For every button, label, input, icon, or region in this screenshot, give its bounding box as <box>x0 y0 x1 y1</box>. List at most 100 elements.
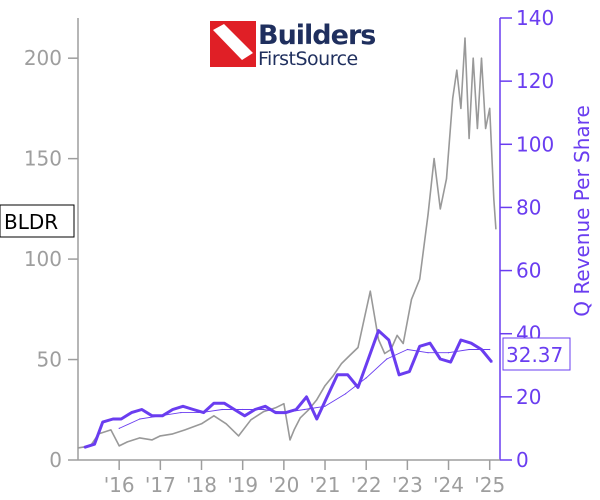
price-point <box>468 137 470 140</box>
price-point <box>275 407 277 409</box>
x-tick-label: '19 <box>227 473 258 497</box>
right-tick-label: 140 <box>516 6 554 30</box>
revenue-trend-point <box>324 405 326 407</box>
revenue-point <box>172 408 174 411</box>
price-point <box>289 439 291 441</box>
price-point <box>172 433 174 435</box>
revenue-point <box>151 415 153 417</box>
price-point <box>472 57 474 59</box>
price-point <box>159 435 161 437</box>
revenue-trend-point <box>406 348 408 351</box>
x-tick-label: '24 <box>433 473 464 497</box>
price-point <box>357 346 359 349</box>
price-point <box>200 423 203 425</box>
revenue-point <box>192 408 194 411</box>
price-point <box>262 411 264 413</box>
price-point <box>324 385 326 387</box>
price-point <box>439 208 441 210</box>
price-point <box>308 409 310 411</box>
price-point <box>293 429 295 431</box>
logo-line1: Builders <box>258 20 375 51</box>
revenue-point <box>112 418 114 420</box>
revenue-trend-point <box>468 348 470 351</box>
revenue-point <box>408 371 410 373</box>
right-tick-label: 0 <box>516 448 529 472</box>
price-point <box>456 69 458 71</box>
price-point <box>213 415 215 417</box>
price-point <box>369 290 371 292</box>
revenue-point <box>398 374 400 376</box>
revenue-point <box>141 408 143 411</box>
price-point <box>118 445 120 447</box>
price-point <box>283 403 285 405</box>
price-point <box>139 437 141 439</box>
left-tick-label: 150 <box>24 147 62 171</box>
price-point <box>332 375 334 377</box>
price-point <box>238 435 240 437</box>
revenue-point <box>450 361 452 363</box>
ticker-box-frame <box>0 204 75 238</box>
revenue-point <box>347 374 349 376</box>
revenue-point <box>264 405 266 407</box>
right-tick-label: 100 <box>516 132 554 156</box>
revenue-point <box>102 421 104 423</box>
revenue-point <box>93 443 96 445</box>
price-point <box>110 429 112 431</box>
price-point <box>126 441 128 443</box>
revenue-point <box>357 386 359 388</box>
revenue-point <box>120 418 122 420</box>
ticker-box: BLDR <box>0 204 75 238</box>
revenue-point <box>388 339 390 341</box>
x-tick-label: '22 <box>351 473 382 497</box>
price-point <box>349 354 351 357</box>
series-price <box>77 37 497 449</box>
revenue-trend-point <box>139 418 141 420</box>
latest-value-box: 32.37 <box>502 337 571 371</box>
x-axis-ticks: '16 '17 '18 '19 '20 '21 '22 '23 '24 '25 <box>104 460 505 497</box>
revenue-point <box>213 402 215 404</box>
price-point <box>316 399 318 401</box>
price-point <box>427 214 429 216</box>
revenue-trend-line <box>119 349 490 429</box>
x-tick-label: '23 <box>392 473 423 497</box>
revenue-point <box>491 361 493 363</box>
revenue-point <box>275 412 277 414</box>
x-tick-label: '25 <box>474 473 505 497</box>
price-point <box>495 228 497 230</box>
price-point <box>184 429 186 431</box>
price-point <box>485 127 487 130</box>
revenue-point <box>439 358 441 360</box>
logo-mark-stripe <box>213 24 253 60</box>
price-point <box>151 439 153 441</box>
price-point <box>464 37 466 39</box>
revenue-trend-point <box>262 408 264 411</box>
right-tick-label: 20 <box>516 385 541 409</box>
price-point <box>493 198 495 200</box>
revenue-trend-point <box>283 412 285 414</box>
price-point <box>489 107 491 109</box>
price-point <box>363 318 365 320</box>
right-tick-label: 60 <box>516 259 541 283</box>
left-tick-label: 200 <box>24 46 62 70</box>
revenue-point <box>419 345 421 347</box>
revenue-trend-point <box>159 415 161 417</box>
price-point <box>340 363 343 365</box>
price-point <box>433 158 435 160</box>
price-point <box>476 127 478 130</box>
x-tick-label: '18 <box>186 473 217 497</box>
revenue-trend-point <box>221 408 223 411</box>
right-tick-label: 80 <box>516 195 541 219</box>
price-point <box>445 178 448 180</box>
x-tick-label: '16 <box>104 473 135 497</box>
x-tick-label: '20 <box>268 473 299 497</box>
x-tick-label: '21 <box>310 473 341 497</box>
revenue-trend-point <box>118 427 120 429</box>
revenue-point <box>244 415 246 417</box>
revenue-point <box>83 446 85 448</box>
revenue-trend-point <box>386 358 388 360</box>
company-logo: Builders FirstSource <box>210 20 376 70</box>
price-point <box>225 423 227 425</box>
revenue-point <box>295 408 297 411</box>
revenue-point <box>326 396 328 398</box>
